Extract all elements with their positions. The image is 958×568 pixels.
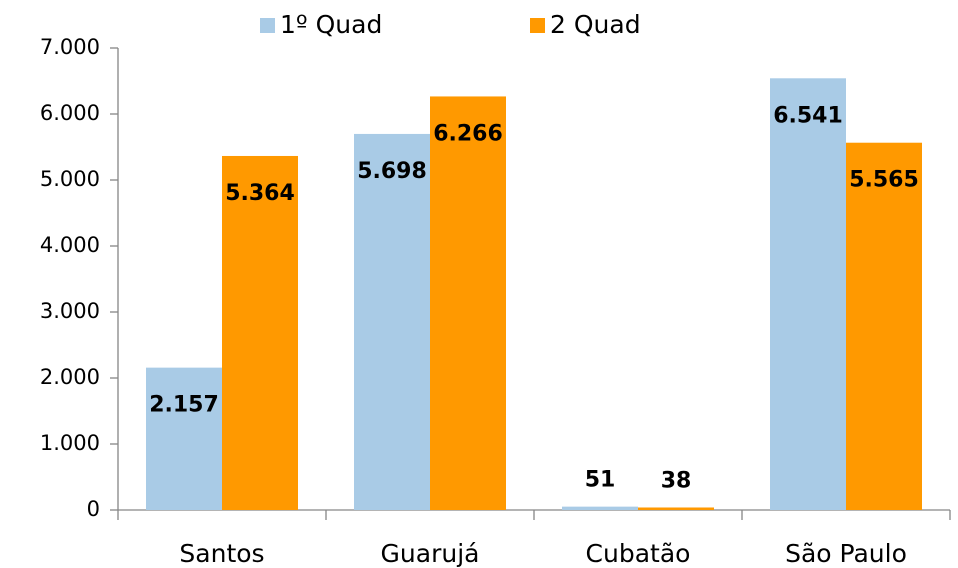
x-tick-label: Cubatão (586, 539, 691, 568)
bar (846, 142, 922, 510)
legend-label: 2 Quad (550, 10, 641, 39)
y-tick-label: 5.000 (40, 167, 100, 191)
bar (770, 78, 846, 510)
y-tick-label: 1.000 (40, 431, 100, 455)
legend-label: 1º Quad (280, 10, 382, 39)
y-tick-label: 2.000 (40, 365, 100, 389)
y-tick-label: 4.000 (40, 233, 100, 257)
legend-swatch (530, 18, 545, 33)
value-label: 5.698 (357, 159, 427, 184)
bar (222, 155, 298, 510)
legend-swatch (260, 18, 275, 33)
bar (562, 506, 638, 510)
value-label: 2.157 (149, 393, 219, 418)
y-tick-label: 6.000 (40, 101, 100, 125)
y-tick-label: 3.000 (40, 299, 100, 323)
bar (430, 96, 506, 510)
x-tick-label: São Paulo (785, 539, 907, 568)
value-label: 38 (661, 468, 692, 493)
x-tick-label: Guarujá (381, 539, 480, 568)
y-tick-label: 7.000 (40, 35, 100, 59)
bar (354, 133, 430, 510)
bar (146, 367, 222, 510)
x-tick-label: Santos (179, 539, 264, 568)
value-label: 5.364 (225, 181, 295, 206)
y-tick-label: 0 (87, 497, 100, 521)
value-label: 5.565 (849, 168, 919, 193)
value-label: 51 (585, 468, 616, 493)
value-label: 6.541 (773, 103, 843, 128)
value-label: 6.266 (433, 121, 503, 146)
bar (638, 507, 714, 510)
